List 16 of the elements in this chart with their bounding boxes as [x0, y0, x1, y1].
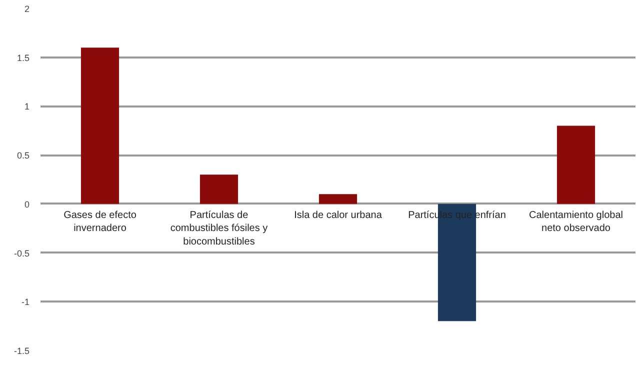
- y-tick-label: 1.5: [16, 52, 30, 63]
- bar: [80, 48, 120, 204]
- bar: [200, 174, 238, 204]
- y-tick-label: -0.5: [14, 248, 30, 258]
- bar: [318, 194, 358, 204]
- y-tick-label: -1.5: [14, 346, 30, 356]
- x-tick-label: Partículas de combustibles fósiles y biocombustibles: [170, 210, 268, 248]
- x-tick-label: Gases de efecto invernadero: [64, 210, 137, 234]
- x-tick-label: Isla de calor urbana: [294, 210, 382, 221]
- bar: [556, 126, 596, 204]
- y-tick-label: 0: [24, 199, 30, 210]
- y-tick-label: 2: [24, 4, 30, 14]
- x-tick-label: Calentamiento global neto observado: [529, 210, 623, 234]
- y-tick-label: 1: [24, 102, 30, 112]
- y-tick-label: 0.5: [16, 150, 30, 161]
- y-tick-label: -1: [22, 297, 30, 308]
